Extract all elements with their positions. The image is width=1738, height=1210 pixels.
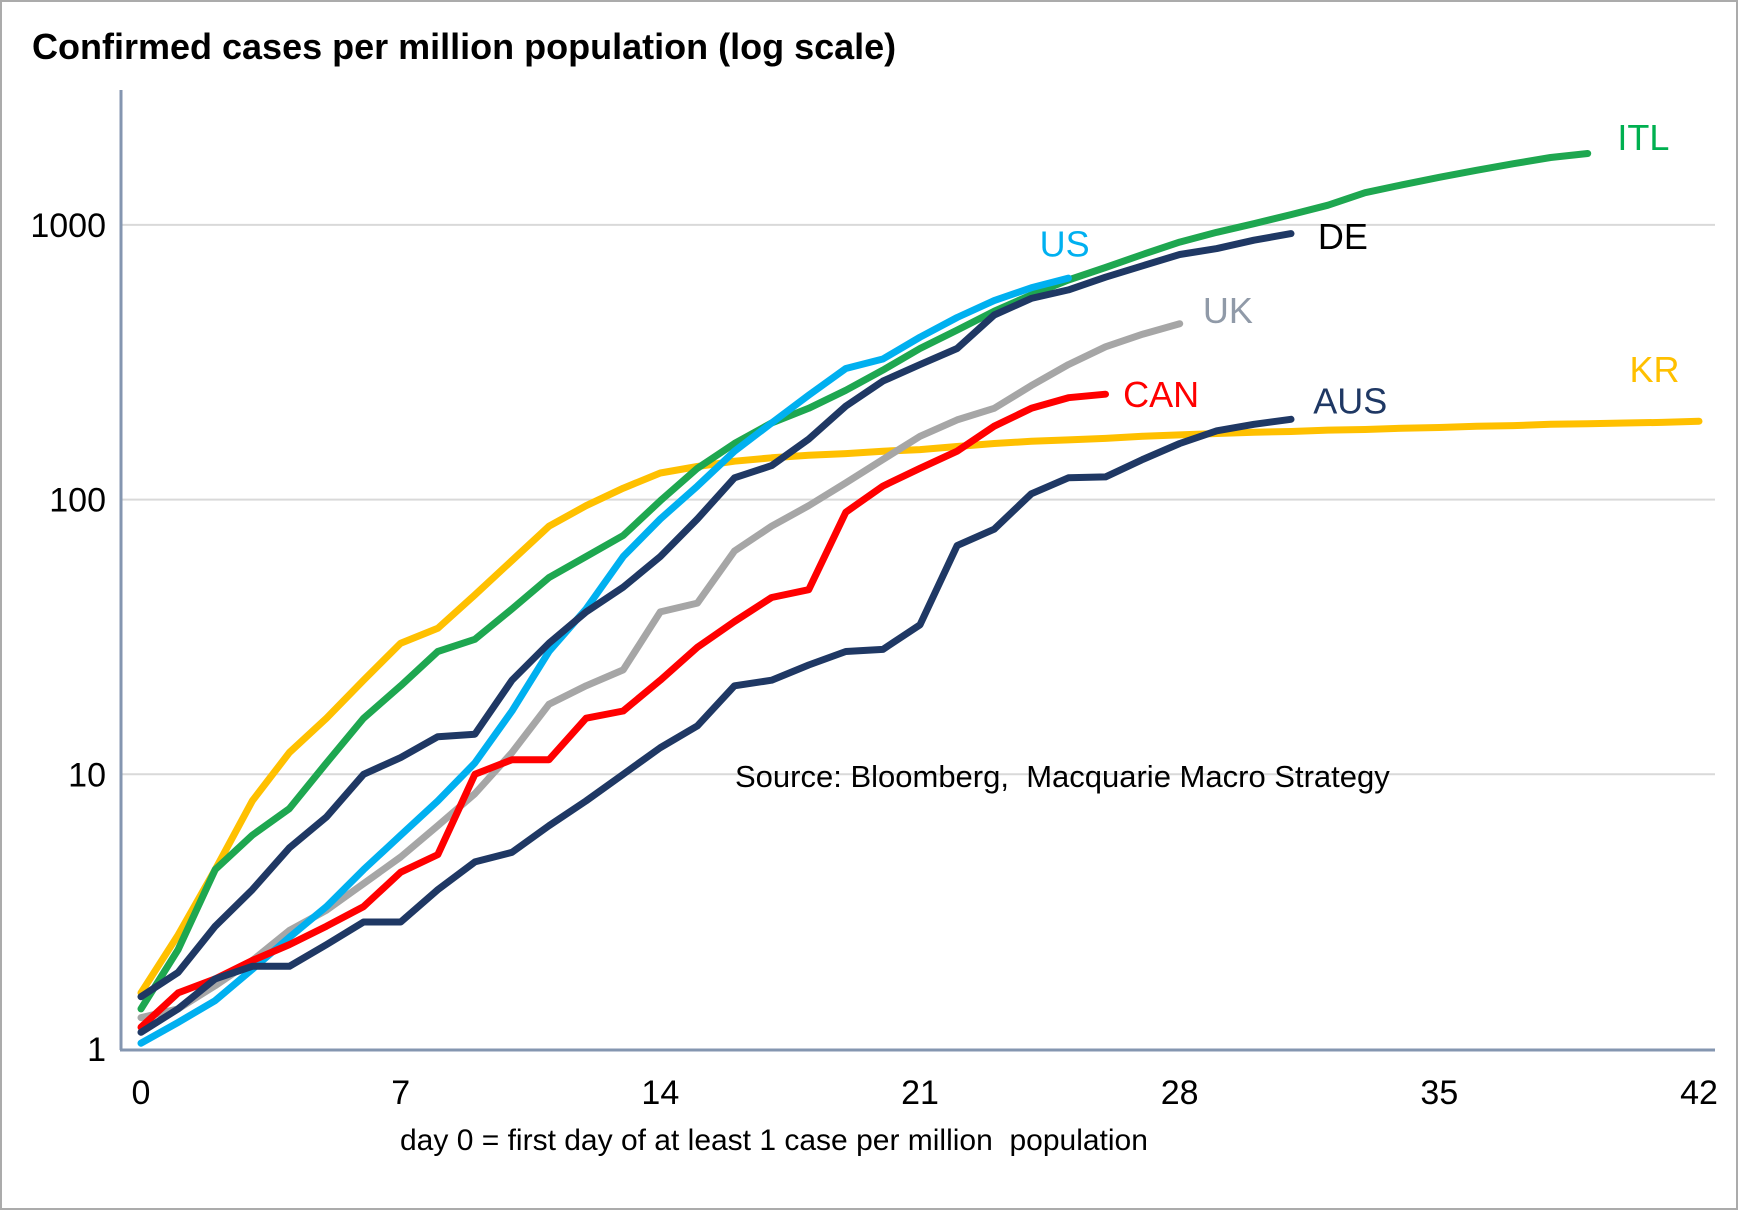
- x-axis-caption: day 0 = first day of at least 1 case per…: [400, 1124, 1148, 1157]
- y-tick-label-1000: 1000: [30, 207, 106, 245]
- series-label-kr: KR: [1629, 349, 1679, 390]
- series-label-itl: ITL: [1617, 117, 1669, 158]
- x-tick-label-0: 0: [132, 1074, 151, 1112]
- y-tick-label-1: 1: [87, 1031, 106, 1069]
- series-line-kr: [137, 417, 1703, 997]
- x-tick-label-7: 7: [391, 1074, 410, 1112]
- series-label-us: US: [1040, 223, 1090, 264]
- series-label-de: DE: [1318, 216, 1368, 257]
- series-line-itl: [137, 150, 1592, 1013]
- x-tick-label-14: 14: [641, 1074, 679, 1112]
- x-tick-label-42: 42: [1680, 1074, 1718, 1112]
- series-label-can: CAN: [1123, 374, 1199, 415]
- x-tick-label-28: 28: [1161, 1074, 1199, 1112]
- series-line-can: [137, 390, 1109, 1031]
- x-tick-label-21: 21: [901, 1074, 939, 1112]
- series-label-uk: UK: [1203, 290, 1253, 331]
- series-label-aus: AUS: [1313, 380, 1387, 421]
- chart-title: Confirmed cases per million population (…: [32, 26, 897, 67]
- series-line-aus: [137, 415, 1295, 1036]
- series-line-de: [137, 230, 1295, 1001]
- series-line-uk: [137, 320, 1184, 1022]
- series-line-us: [137, 274, 1072, 1047]
- source-note: Source: Bloomberg, Macquarie Macro Strat…: [735, 759, 1390, 794]
- x-tick-label-35: 35: [1420, 1074, 1458, 1112]
- y-tick-label-10: 10: [68, 756, 106, 794]
- y-tick-label-100: 100: [49, 482, 106, 520]
